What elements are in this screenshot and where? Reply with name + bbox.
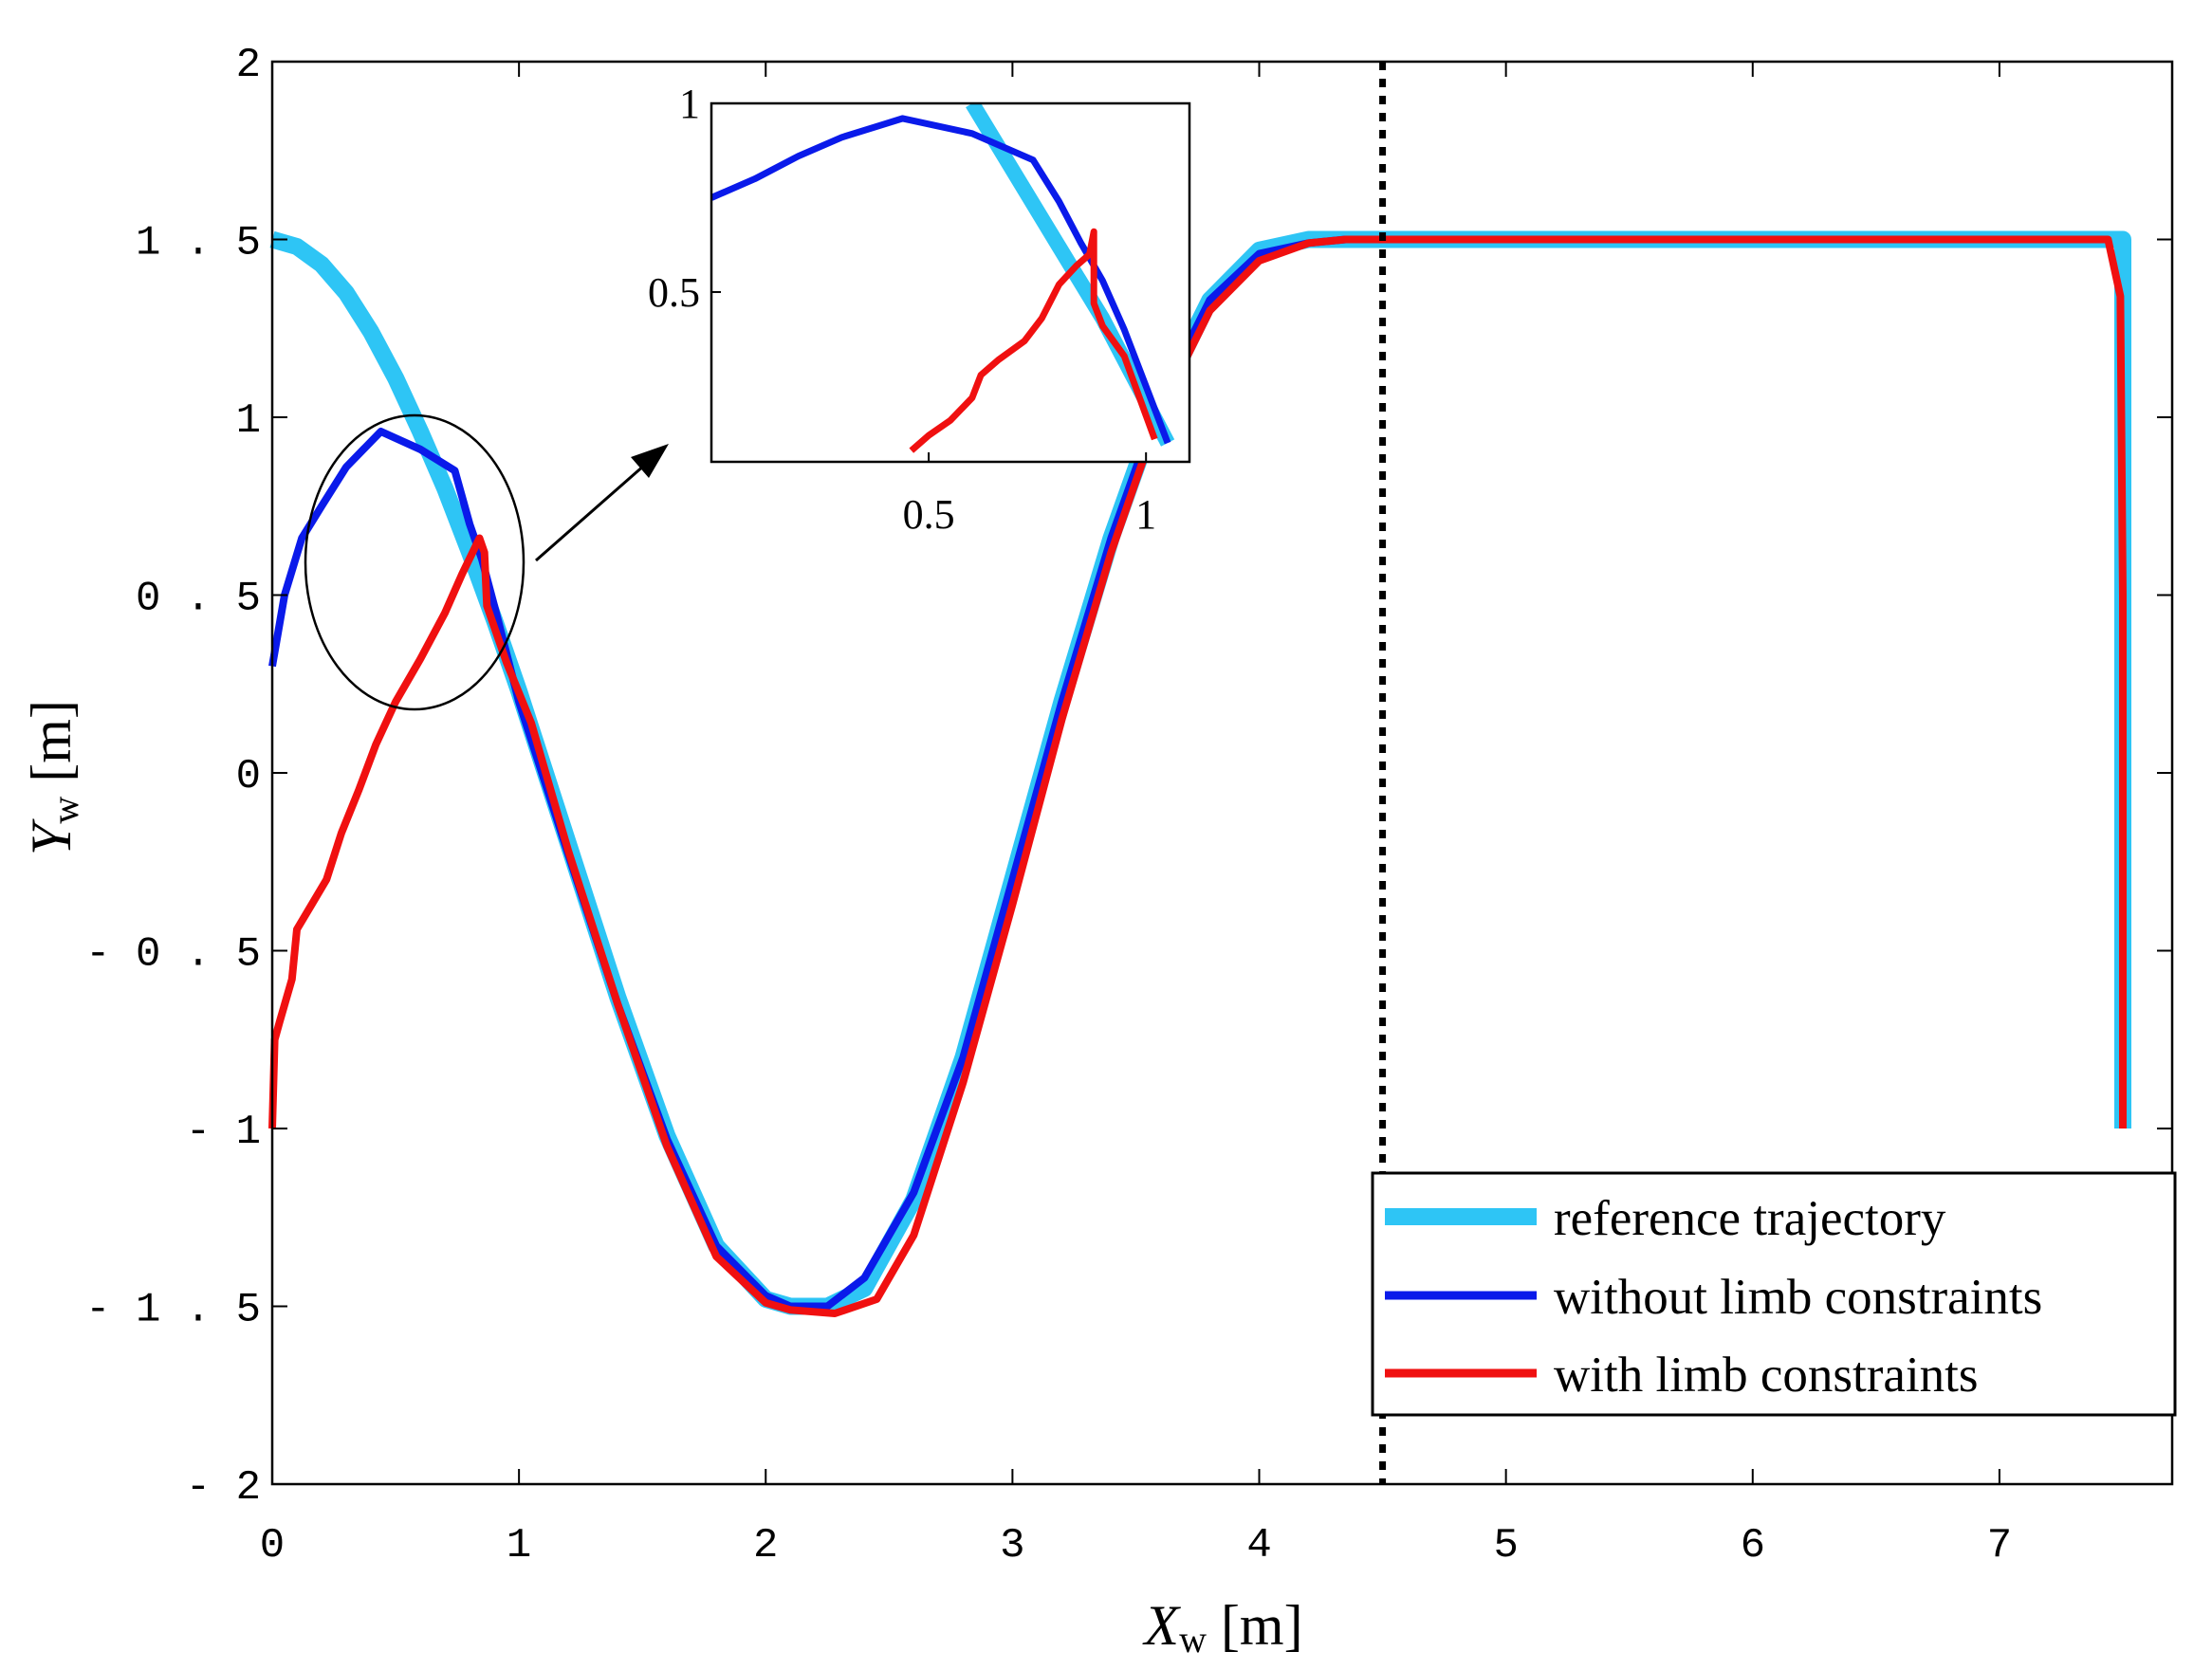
series-line-with-limb-constraints xyxy=(268,235,2127,1317)
legend-label-with-constraints: with limb constraints xyxy=(1554,1348,1979,1403)
x-axis-label-symbol: X xyxy=(1142,1594,1181,1657)
inset-axes: 0.5 1 10.5 xyxy=(648,81,1191,538)
y-axis-label: Yw [m] xyxy=(20,700,86,855)
x-axis-label-subscript: w xyxy=(1179,1618,1207,1661)
inset-series-line-without-limb-constraints xyxy=(711,115,1171,445)
x-tick-labels: 0 1 2 3 4 5 6 7 xyxy=(260,1522,2012,1569)
y-tick-label: 0 xyxy=(236,753,261,800)
inset-x-tick-label: 0.5 xyxy=(903,491,955,538)
y-tick-label: 1 . 5 xyxy=(136,220,261,267)
inset-x-tick-label: 1 xyxy=(1135,491,1156,538)
y-tick-label: - 1 xyxy=(186,1109,261,1156)
x-tick-label: 4 xyxy=(1246,1522,1271,1569)
x-tick-label: 0 xyxy=(260,1522,285,1569)
x-tick-label: 7 xyxy=(1987,1522,2012,1569)
inset-axes-frame xyxy=(710,101,1191,464)
y-tick-label: - 1 . 5 xyxy=(85,1287,261,1334)
main-series-layer xyxy=(268,230,2131,1317)
legend-label-without-constraints: without limb constraints xyxy=(1554,1270,2042,1325)
x-tick-label: 3 xyxy=(1000,1522,1024,1569)
zoom-region-ellipse xyxy=(304,413,525,711)
y-tick-label: 0 . 5 xyxy=(136,576,261,623)
x-axis-label: Xw [m] xyxy=(1142,1594,1302,1661)
y-axis-label-subscript: w xyxy=(44,797,86,824)
y-tick-label: 1 xyxy=(236,397,261,445)
y-axis-label-unit: [m] xyxy=(20,700,83,782)
x-tick-label: 1 xyxy=(507,1522,531,1569)
legend: reference trajectory without limb constr… xyxy=(1371,1171,2177,1417)
y-tick-label: - 0 . 5 xyxy=(85,931,261,979)
inset-tick-marks xyxy=(711,102,1148,462)
inset-y-tick-label: 0.5 xyxy=(648,269,700,316)
y-tick-label: 2 xyxy=(236,42,261,89)
inset-x-tick-labels: 0.5 1 xyxy=(903,491,1157,538)
y-axis-label-symbol: Y xyxy=(20,818,83,855)
inset-y-tick-label: 1 xyxy=(679,81,700,127)
inset-background xyxy=(711,103,1189,462)
x-tick-label: 2 xyxy=(753,1522,778,1569)
zoom-arrow-shaft xyxy=(535,463,646,562)
y-tick-labels: 2 1 . 5 1 0 . 5 0 - 0 . 5 - 1 - 1 . 5 - 2 xyxy=(85,42,261,1512)
inset-series-layer xyxy=(711,103,1175,453)
inset-series-line-with-limb-constraints xyxy=(909,228,1158,453)
zoom-arrow-head xyxy=(631,444,669,478)
x-tick-label: 5 xyxy=(1493,1522,1518,1569)
x-axis-label-unit: [m] xyxy=(1221,1594,1303,1657)
inset-y-tick-labels: 10.5 xyxy=(648,81,700,316)
legend-label-reference: reference trajectory xyxy=(1554,1191,1946,1246)
x-tick-label: 6 xyxy=(1741,1522,1765,1569)
y-tick-label: - 2 xyxy=(186,1464,261,1512)
